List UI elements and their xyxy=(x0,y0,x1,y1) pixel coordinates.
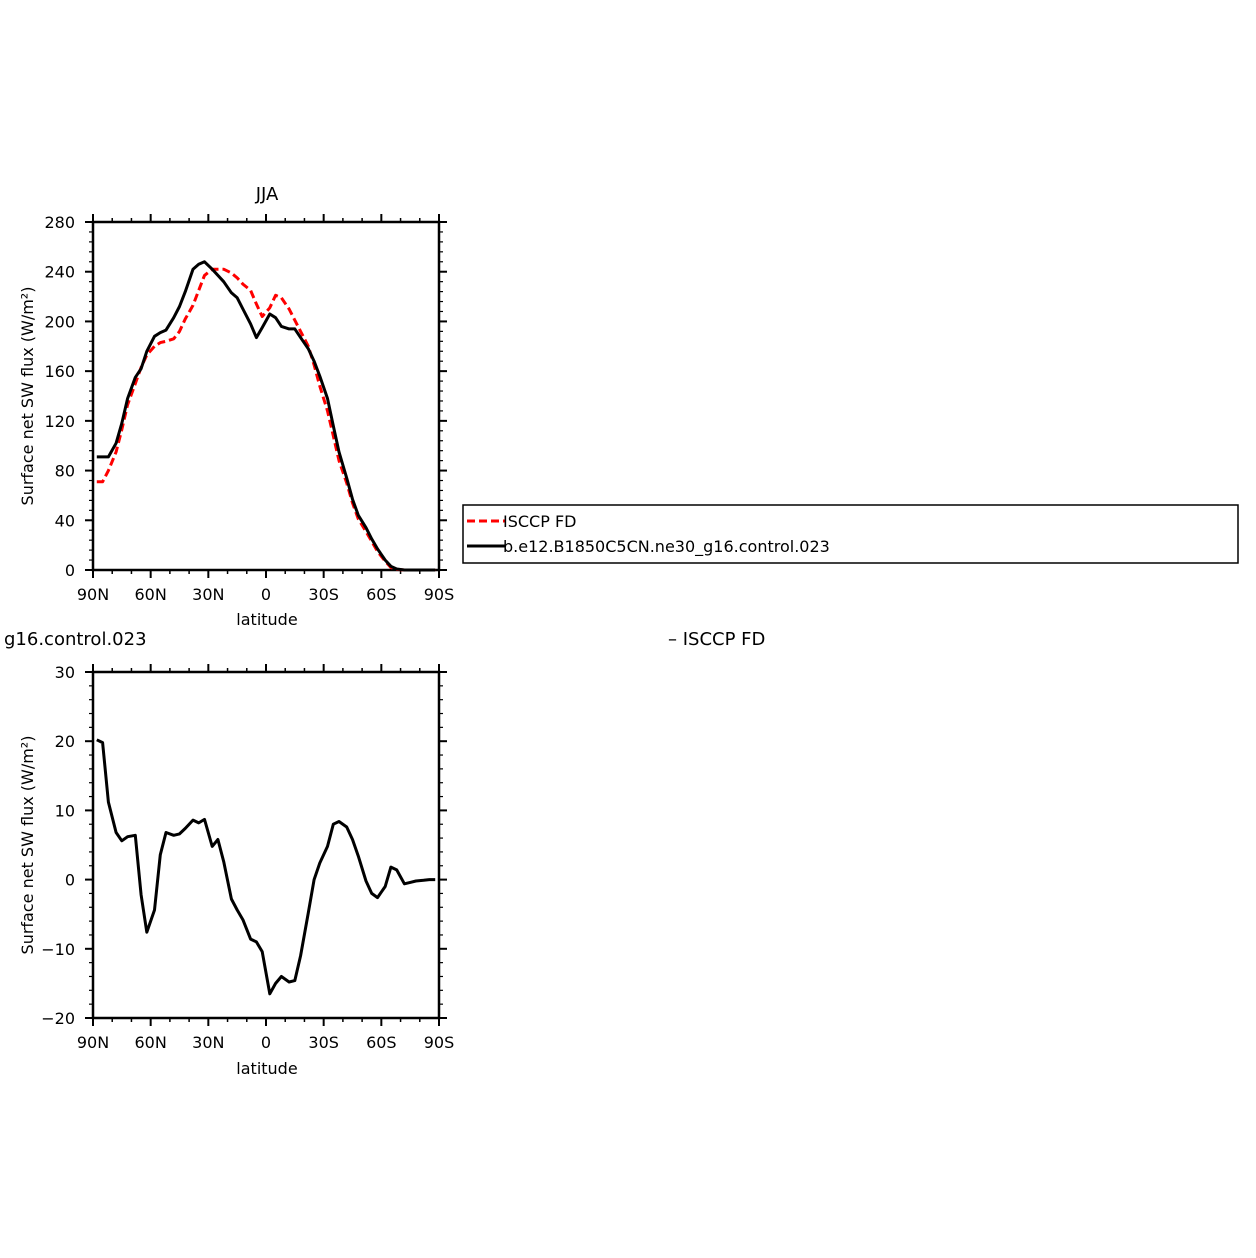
x-tick-label: 90S xyxy=(424,585,455,604)
y-tick-label: 120 xyxy=(44,412,75,431)
bottom-x-axis-label: latitude xyxy=(236,1059,297,1078)
legend-box xyxy=(462,504,1239,564)
y-tick-label: 80 xyxy=(55,462,75,481)
y-tick-label: 200 xyxy=(44,312,75,331)
top-axis-ticks: 90N 60N 30N 0 30S 60S 90S 0 40 80 120 160 200 240 280 xyxy=(44,213,454,604)
bottom-series-lines xyxy=(96,738,436,996)
x-tick-label: 30N xyxy=(192,585,224,604)
top-y-axis-label: Surface net SW flux (W/m²) xyxy=(18,287,37,506)
y-tick-label: 280 xyxy=(44,213,75,232)
top-plot-frame xyxy=(91,220,441,572)
top-series-line-isccp xyxy=(96,267,436,572)
bottom-panel-title: g16.control.023 xyxy=(4,629,147,650)
top-panel: JJA 90N 60N 30N 0 30S 60S 90S 0 40 80 120 160 200 240… xyxy=(18,184,454,629)
top-series-line-model xyxy=(96,260,436,572)
y-tick-label: 160 xyxy=(44,362,75,381)
x-tick-label: 60N xyxy=(135,1033,167,1052)
y-tick-label: 10 xyxy=(55,801,75,820)
bottom-panel: g16.control.023 – ISCCP FD 90N 60N 30N 0 30S… xyxy=(4,629,765,1078)
legend-label-isccp: ISCCP FD xyxy=(503,512,576,531)
x-tick-label: 30N xyxy=(192,1033,224,1052)
x-tick-label: 0 xyxy=(261,1033,271,1052)
x-tick-label: 30S xyxy=(308,585,339,604)
x-tick-label: 0 xyxy=(261,585,271,604)
x-tick-label: 30S xyxy=(308,1033,339,1052)
y-tick-label: −10 xyxy=(41,940,75,959)
y-tick-label: 40 xyxy=(55,511,75,530)
bottom-y-axis-label: Surface net SW flux (W/m²) xyxy=(18,736,37,955)
x-tick-label: 60S xyxy=(366,585,397,604)
x-tick-label: 60S xyxy=(366,1033,397,1052)
top-x-axis-label: latitude xyxy=(236,610,297,629)
bottom-panel-title-right: – ISCCP FD xyxy=(668,629,765,650)
y-tick-label: −20 xyxy=(41,1009,75,1028)
legend: ISCCP FD b.e12.B1850C5CN.ne30_g16.contro… xyxy=(462,504,1239,564)
x-tick-label: 90S xyxy=(424,1033,455,1052)
x-tick-label: 90N xyxy=(77,585,109,604)
y-tick-label: 20 xyxy=(55,732,75,751)
top-series-lines xyxy=(96,260,436,572)
legend-label-model: b.e12.B1850C5CN.ne30_g16.control.023 xyxy=(503,537,830,557)
y-tick-label: 0 xyxy=(65,871,75,890)
y-tick-label: 30 xyxy=(55,663,75,682)
x-tick-label: 90N xyxy=(77,1033,109,1052)
bottom-series-line-difference xyxy=(96,738,436,996)
y-tick-label: 240 xyxy=(44,263,75,282)
x-tick-label: 60N xyxy=(135,585,167,604)
bottom-axis-ticks: 90N 60N 30N 0 30S 60S 90S −20 −10 0 10 20 30 xyxy=(41,663,454,1052)
y-tick-label: 0 xyxy=(65,561,75,580)
top-panel-title: JJA xyxy=(255,184,279,205)
